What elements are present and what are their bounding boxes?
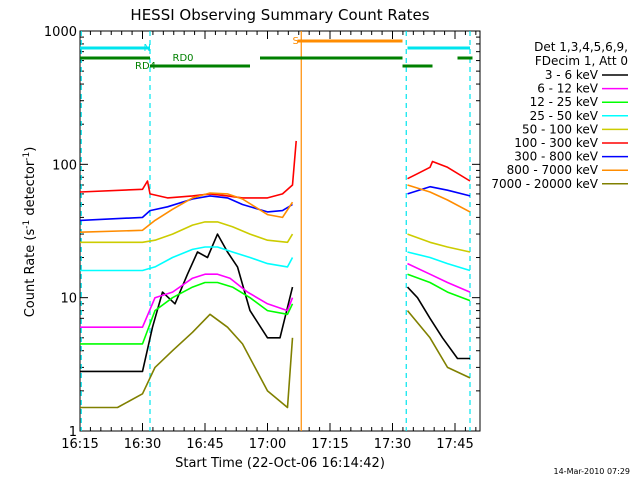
tick-labels: 16:15 16:30 16:45 17:00 17:15 17:30 17:45 1 10 10… <box>44 25 474 452</box>
series-line <box>80 233 470 373</box>
saa-label: S <box>293 36 299 47</box>
legend-entry-label: 7000 - 20000 keV <box>491 177 598 191</box>
y-tick-label: 10 <box>60 292 77 307</box>
legend-entry-label: 50 - 100 keV <box>522 122 599 136</box>
legend-entry-label: 800 - 7000 keV <box>507 163 599 177</box>
rd4-label: RD4 <box>135 61 156 72</box>
y-axis-label-end: ) <box>23 147 38 152</box>
x-tick-label: 17:15 <box>311 437 348 452</box>
x-tick-label: 17:45 <box>436 437 473 452</box>
series-line <box>80 310 471 409</box>
series-lines <box>79 140 471 409</box>
y-axis-label-mid: detector <box>23 160 38 220</box>
legend-entry-label: 12 - 25 keV <box>530 95 599 109</box>
y-tick-label: 100 <box>52 158 77 173</box>
night-label: N <box>144 43 151 54</box>
series-line <box>79 184 471 233</box>
chart-title: HESSI Observing Summary Count Rates <box>130 6 429 24</box>
series-line <box>80 246 471 272</box>
x-tick-label: 16:30 <box>124 437 161 452</box>
axis-ticks <box>79 30 480 432</box>
legend-entry-label: 3 - 6 keV <box>545 68 599 82</box>
legend: Det 1,3,4,5,6,9, FDecim 1, Att 0 3 - 6 k… <box>491 40 628 191</box>
legend-header-line1: Det 1,3,4,5,6,9, <box>534 40 628 54</box>
series-line <box>79 185 471 222</box>
y-axis-label-sup1: -1 <box>22 220 32 229</box>
series-line <box>80 273 471 345</box>
plot-frame <box>79 30 481 432</box>
x-tick-label: 16:15 <box>61 437 98 452</box>
legend-entry-label: 300 - 800 keV <box>514 150 598 164</box>
x-tick-label: 17:00 <box>249 437 286 452</box>
y-tick-label: 1000 <box>44 25 77 40</box>
boundary-lines <box>80 31 471 431</box>
legend-entry-label: 100 - 300 keV <box>514 136 598 150</box>
y-axis-label-sup2: -1 <box>22 152 32 161</box>
y-axis-label: Count Rate (s-1 detector-1) <box>22 147 38 318</box>
x-tick-label: 16:45 <box>186 437 223 452</box>
y-axis-label-main: Count Rate (s <box>23 229 38 318</box>
x-tick-label: 17:30 <box>374 437 411 452</box>
legend-entry-label: 25 - 50 keV <box>530 109 599 123</box>
x-axis-label: Start Time (22-Oct-06 16:14:42) <box>175 456 385 471</box>
legend-entry-label: 6 - 12 keV <box>537 82 599 96</box>
series-line <box>80 262 471 328</box>
rd0-label: RD0 <box>173 53 194 64</box>
y-tick-label: 1 <box>69 425 77 440</box>
mode-annotations: N S RD0 RD4 <box>80 36 473 72</box>
series-line <box>80 221 471 253</box>
series-line <box>79 140 471 199</box>
legend-header-line2: FDecim 1, Att 0 <box>535 54 628 68</box>
footer-timestamp: 14-Mar-2010 07:29 <box>554 467 631 476</box>
